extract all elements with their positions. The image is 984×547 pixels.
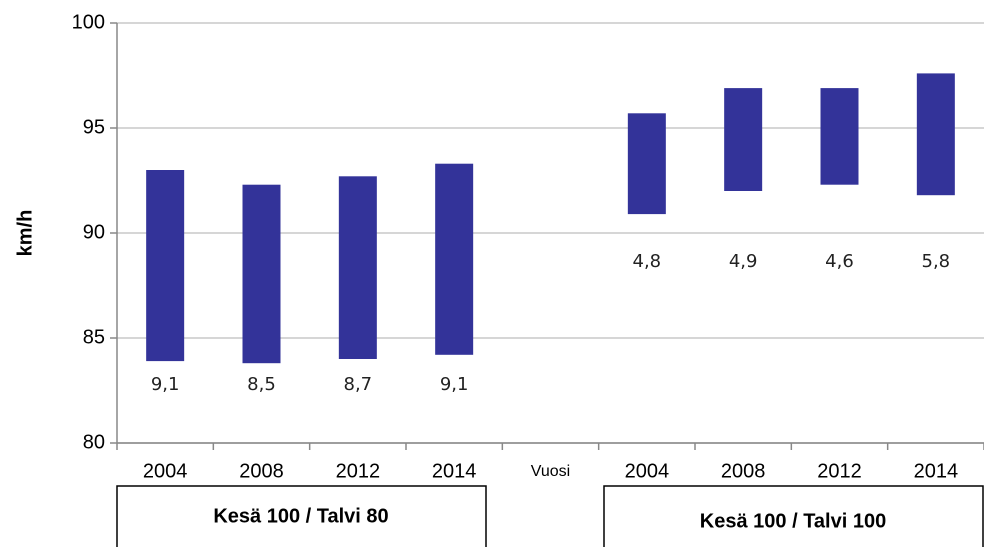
x-tick-label: Vuosi (531, 463, 570, 480)
x-tick-label: 2012 (336, 460, 381, 482)
bar (338, 176, 377, 359)
x-tick-label: 2014 (432, 460, 477, 482)
bar (916, 73, 955, 196)
x-tick-label: 2008 (239, 460, 284, 482)
value-label: 5,8 (922, 251, 951, 272)
y-tick-label: 90 (83, 221, 105, 243)
value-label: 8,5 (247, 374, 276, 395)
value-label: 4,8 (633, 251, 662, 272)
bar (146, 170, 185, 362)
value-label: 8,7 (344, 374, 373, 395)
x-tick-label: 2014 (914, 460, 959, 482)
x-tick-label: 2008 (721, 460, 766, 482)
value-label: 4,9 (729, 251, 758, 272)
bar (242, 184, 281, 364)
group-label: Kesä 100 / Talvi 100 (700, 510, 886, 532)
value-label: 9,1 (440, 374, 469, 395)
x-tick-label: 2004 (625, 460, 670, 482)
y-tick-label: 85 (83, 326, 105, 348)
group-label: Kesä 100 / Talvi 80 (213, 505, 388, 527)
group-box (603, 485, 984, 547)
bar (627, 113, 666, 215)
y-tick-label: 95 (83, 116, 105, 138)
value-label: 4,6 (825, 251, 854, 272)
x-tick-label: 2012 (817, 460, 862, 482)
y-tick-label: 80 (83, 431, 105, 453)
y-tick-label: 100 (72, 11, 105, 33)
value-label: 9,1 (151, 374, 180, 395)
y-axis-label: km/h (14, 210, 36, 257)
bar (435, 163, 474, 355)
bar (820, 88, 859, 185)
group-box (116, 485, 487, 547)
bar (724, 88, 763, 191)
x-tick-label: 2004 (143, 460, 188, 482)
